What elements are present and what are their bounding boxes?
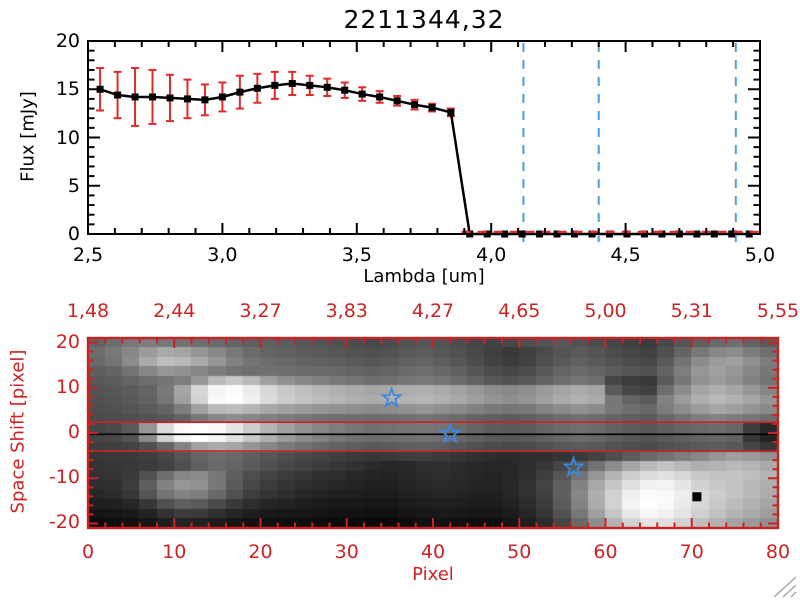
lambda-tick-label: 3,0	[207, 244, 238, 266]
space-shift-tick-label: 0	[67, 421, 80, 443]
wavelength-top-label: 4,65	[498, 300, 541, 322]
flux-tick-label: 15	[55, 78, 80, 101]
flux-tick-label: 20	[55, 30, 80, 52]
space-shift-tick-label: 20	[55, 330, 80, 353]
pixel-tick-label: 30	[334, 541, 359, 563]
pixel-axis-label: Pixel	[412, 564, 454, 585]
pixel-tick-label: 50	[507, 541, 532, 563]
pixel-tick-label: 60	[593, 541, 618, 563]
pixel-tick-label: 70	[679, 541, 704, 563]
lambda-tick-label: 4,5	[610, 244, 641, 266]
wavelength-top-label: 2,44	[153, 300, 196, 322]
wavelength-top-label: 1,48	[66, 300, 110, 322]
wavelength-top-label: 3,27	[239, 300, 282, 322]
lambda-tick-label: 4,0	[476, 244, 507, 266]
wavelength-top-label: 5,55	[756, 300, 800, 322]
space-shift-tick-label: -20	[48, 511, 80, 534]
wavelength-top-label: 5,31	[670, 300, 713, 322]
pixel-tick-label: 40	[420, 541, 446, 563]
wavelength-top-label: 3,83	[325, 300, 368, 322]
pixel-tick-label: 80	[765, 541, 791, 563]
pixel-tick-label: 10	[162, 541, 187, 563]
resize-grip[interactable]	[772, 576, 798, 598]
wavelength-top-label: 5,00	[584, 300, 627, 322]
spectrum-panel	[87, 40, 761, 242]
plot-title: 2211344,32	[343, 5, 505, 34]
flux-tick-label: 5	[67, 174, 80, 197]
pixel-tick-label: 20	[248, 541, 273, 563]
space-shift-tick-label: -10	[48, 466, 80, 489]
lambda-tick-label: 5,0	[744, 244, 776, 266]
wavelength-top-label: 4,27	[411, 300, 455, 322]
lambda-tick-label: 2,5	[72, 244, 104, 266]
lambda-axis-label: Lambda [um]	[363, 266, 485, 287]
lambda-tick-label: 3,5	[341, 244, 372, 266]
flux-tick-label: 10	[55, 126, 80, 149]
spectral-image-canvas	[88, 338, 778, 528]
pixel-tick-label: 0	[81, 541, 95, 563]
space-shift-tick-label: 10	[55, 375, 80, 398]
flux-tick-label: 0	[67, 223, 80, 245]
